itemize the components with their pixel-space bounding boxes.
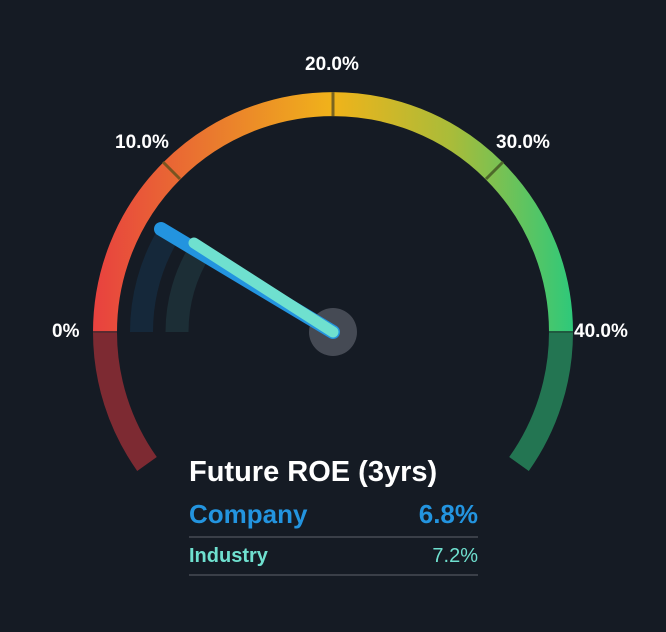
tick-label-30: 30.0% [496,132,550,153]
industry-value: 7.2% [432,544,478,567]
legend-row-industry: Industry 7.2% [189,538,478,576]
company-label: Company [189,498,308,529]
industry-needle [188,237,339,338]
chart-title: Future ROE (3yrs) [189,456,438,488]
industry-label: Industry [189,544,268,567]
gauge-high-extension [509,331,574,471]
gauge-low-extension [92,331,157,471]
industry-band [165,242,211,333]
company-band [130,228,179,333]
tick-30 [484,160,505,181]
tick-10 [161,160,182,181]
tick-label-40: 40.0% [574,321,628,342]
company-value: 6.8% [418,498,478,529]
legend: Future ROE (3yrs) Company 6.8% Industry … [189,452,478,576]
tick-label-20: 20.0% [305,54,359,75]
tick-label-0: 0% [52,321,80,342]
legend-row-company: Company 6.8% [189,492,478,538]
tick-label-10: 10.0% [115,132,169,153]
